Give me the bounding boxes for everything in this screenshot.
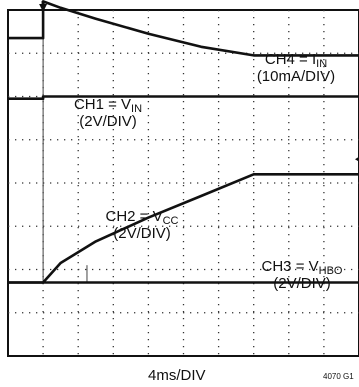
- ch2-name: CH2 = V: [105, 208, 163, 225]
- ch1-trace: [8, 95, 359, 100]
- ch1-sub: IN: [131, 103, 143, 115]
- x-axis-label: 4ms/DIV: [148, 367, 206, 384]
- ch2-level-marker-icon: [355, 156, 359, 162]
- ch1-label: CH1 = VIN (2V/DIV): [68, 96, 148, 130]
- figure-id: 4070 G1: [323, 372, 354, 381]
- ch4-scale: (10mA/DIV): [256, 68, 336, 85]
- ch2-sub: CC: [162, 215, 179, 227]
- trigger-marker-stem: [41, 1, 45, 10]
- ch2-trace: [8, 173, 359, 284]
- ch1-name: CH1 = V: [73, 96, 132, 113]
- ch4-label: CH4 = IIN (10mA/DIV): [246, 51, 346, 85]
- ch4-trace: [8, 0, 359, 57]
- ch2-scale: (2V/DIV): [113, 225, 171, 242]
- ch3-sub: HBO: [318, 265, 343, 277]
- ch3-scale: (2V/DIV): [273, 275, 331, 292]
- ch3-label: CH3 = VHBO (2V/DIV): [250, 258, 354, 292]
- ch3-name: CH3 = V: [261, 258, 319, 275]
- ch2-label: CH2 = VCC (2V/DIV): [92, 208, 192, 242]
- ch1-scale: (2V/DIV): [79, 113, 137, 130]
- ch4-name: CH4 = I: [264, 51, 317, 68]
- ch4-sub: IN: [316, 58, 328, 70]
